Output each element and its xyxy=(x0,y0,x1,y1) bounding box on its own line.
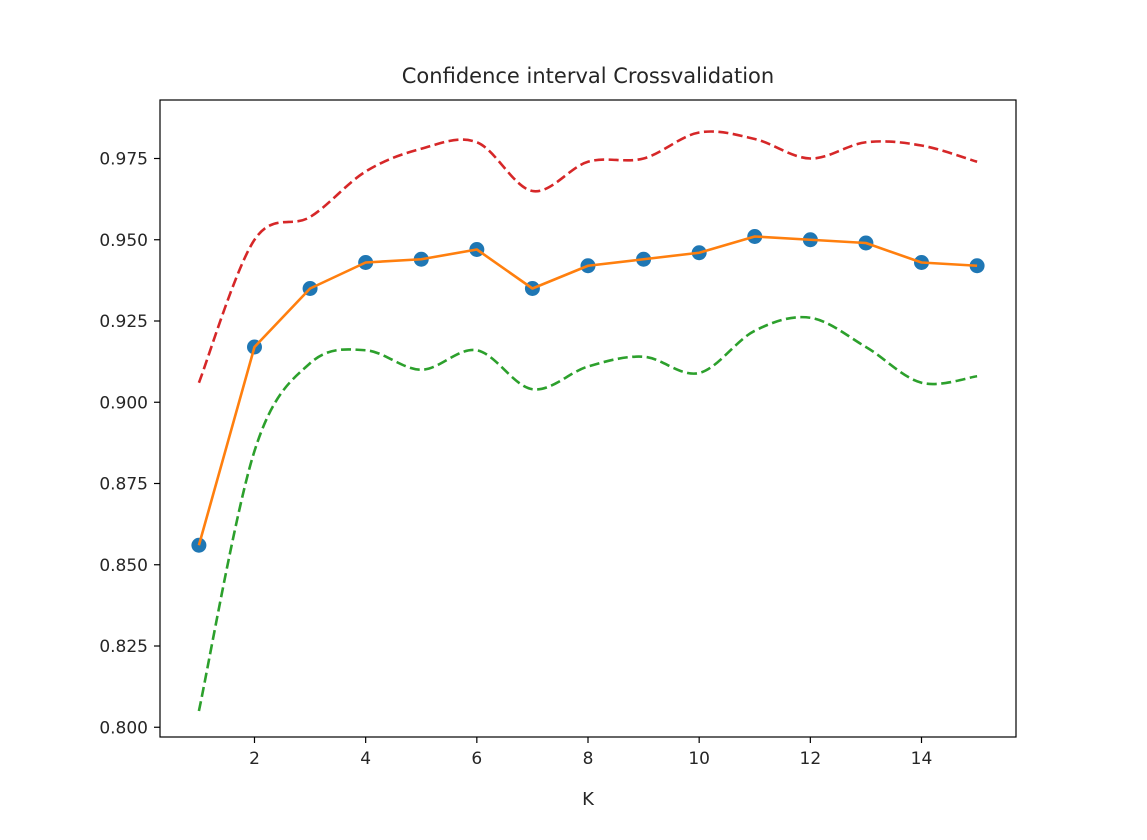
y-tick-label-5: 0.925 xyxy=(99,312,148,332)
y-tick-label-6: 0.950 xyxy=(99,231,148,251)
y-tick-label-7: 0.975 xyxy=(99,150,148,170)
y-tick-label-0: 0.800 xyxy=(99,718,148,738)
chart-title: Confidence interval Crossvalidation xyxy=(402,64,774,88)
axes: 2 4 6 8 10 12 14 0.800 0.825 0.850 0.875 0.900 0.925… xyxy=(99,99,1017,769)
y-tick-label-1: 0.825 xyxy=(99,637,148,657)
y-tick-label-2: 0.850 xyxy=(99,556,148,576)
x-tick-label-2: 2 xyxy=(249,749,260,769)
x-tick-label-6: 6 xyxy=(471,749,482,769)
plot-area xyxy=(191,130,985,712)
y-tick-label-4: 0.900 xyxy=(99,393,148,413)
x-tick-label-12: 12 xyxy=(800,749,822,769)
x-tick-label-4: 4 xyxy=(360,749,371,769)
x-tick-label-8: 8 xyxy=(583,749,594,769)
lower-bound-line xyxy=(197,315,978,712)
x-tick-label-10: 10 xyxy=(688,749,710,769)
upper-bound-line xyxy=(197,130,978,384)
x-axis-label: K xyxy=(582,789,595,810)
mean-accuracy-line xyxy=(197,235,978,546)
y-tick-label-3: 0.875 xyxy=(99,475,148,495)
x-tick-label-14: 14 xyxy=(911,749,933,769)
